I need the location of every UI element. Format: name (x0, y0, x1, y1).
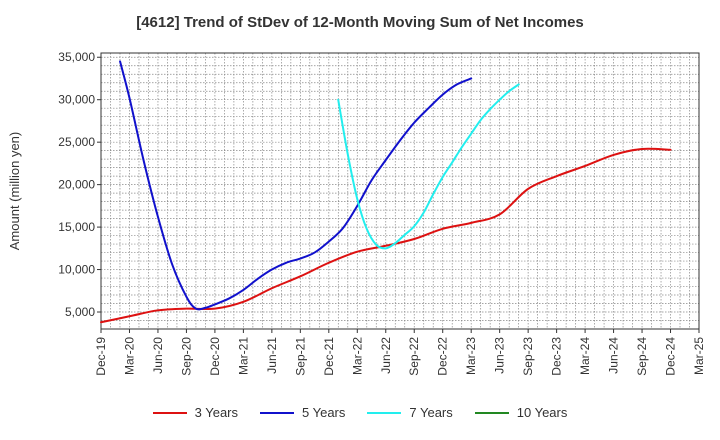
x-tick-label: Dec-21 (322, 337, 336, 376)
y-tick-label: 35,000 (58, 50, 95, 64)
y-tick-label: 20,000 (58, 178, 95, 192)
x-tick-label: Sep-20 (179, 337, 193, 376)
x-tick-label: Jun-23 (493, 337, 507, 374)
legend-item-5-years: 5 Years (260, 405, 345, 420)
plot-frame (100, 52, 700, 330)
legend: 3 Years 5 Years 7 Years 10 Years (0, 405, 720, 420)
legend-swatch (152, 411, 187, 414)
legend-item-3-years: 3 Years (152, 405, 238, 420)
x-tick-label: Mar-23 (464, 337, 478, 375)
y-tick-label: 10,000 (58, 263, 95, 277)
legend-swatch (367, 411, 402, 414)
legend-item-10-years: 10 Years (474, 405, 568, 420)
y-tick-label: 5,000 (65, 305, 95, 319)
x-tick-label: Mar-20 (122, 337, 136, 375)
legend-swatch (260, 411, 294, 414)
x-tick-label: Dec-20 (208, 337, 222, 376)
series-line-5-years (119, 60, 473, 311)
x-tick-label: Mar-25 (692, 337, 706, 375)
legend-swatch (474, 411, 509, 414)
x-tick-label: Jun-22 (379, 337, 393, 374)
y-axis-label: Amount (million yen) (7, 132, 22, 251)
x-tick-label: Dec-24 (664, 337, 678, 376)
x-tick-label: Mar-21 (236, 337, 250, 375)
x-tick-label: Dec-22 (436, 337, 450, 376)
legend-item-7-years: 7 Years (367, 405, 453, 420)
x-tick-label: Sep-21 (293, 337, 307, 376)
x-tick-label: Jun-24 (607, 337, 621, 374)
x-tick-label: Mar-22 (350, 337, 364, 375)
x-tick-label: Sep-22 (407, 337, 421, 376)
legend-label: 3 Years (194, 405, 238, 420)
y-tick-label: 30,000 (58, 93, 95, 107)
x-tick-label: Dec-23 (550, 337, 564, 376)
legend-label: 7 Years (409, 405, 453, 420)
plot-area (101, 53, 699, 329)
legend-label: 10 Years (516, 405, 568, 420)
x-tick-label: Sep-24 (635, 337, 649, 376)
x-tick-label: Mar-24 (578, 337, 592, 375)
y-tick-label: 25,000 (58, 135, 95, 149)
x-tick-label: Jun-20 (151, 337, 165, 374)
x-tick-label: Dec-19 (94, 337, 108, 376)
chart-title: [4612] Trend of StDev of 12-Month Moving… (136, 14, 584, 31)
x-tick-label: Sep-23 (521, 337, 535, 376)
legend-label: 5 Years (302, 405, 346, 420)
x-tick-label: Jun-21 (265, 337, 279, 374)
y-tick-label: 15,000 (58, 220, 95, 234)
series-line-7-years (337, 83, 520, 250)
